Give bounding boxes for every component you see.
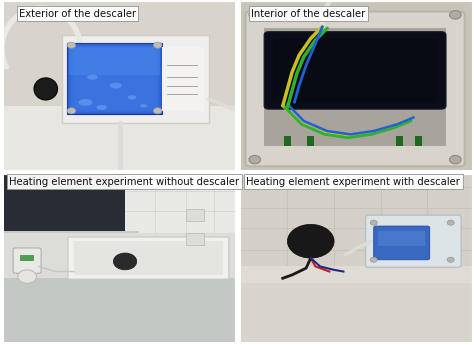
Bar <box>67 43 163 114</box>
FancyBboxPatch shape <box>264 32 446 109</box>
Bar <box>163 47 204 111</box>
Ellipse shape <box>109 82 122 89</box>
Text: Heating element experiment with descaler: Heating element experiment with descaler <box>246 177 460 187</box>
FancyBboxPatch shape <box>365 215 461 267</box>
Ellipse shape <box>78 99 92 106</box>
Bar <box>273 38 437 102</box>
Circle shape <box>67 108 76 114</box>
Bar <box>73 47 156 111</box>
Text: Heating element experiment without descaler: Heating element experiment without desca… <box>9 177 239 187</box>
Bar <box>241 174 474 272</box>
Bar <box>264 28 446 146</box>
Bar <box>4 278 237 342</box>
Bar <box>415 136 421 146</box>
Bar <box>74 48 155 110</box>
Bar <box>20 255 34 262</box>
Bar <box>4 233 237 278</box>
Bar <box>241 266 474 283</box>
Circle shape <box>249 11 261 19</box>
Bar <box>284 136 291 146</box>
Circle shape <box>249 156 261 164</box>
Ellipse shape <box>128 95 137 99</box>
Bar <box>378 231 425 246</box>
Ellipse shape <box>87 75 98 80</box>
Bar <box>69 47 160 76</box>
Bar <box>186 233 204 245</box>
Circle shape <box>449 156 461 164</box>
Bar <box>75 48 154 109</box>
Circle shape <box>449 11 461 19</box>
Bar <box>4 106 237 170</box>
Bar <box>69 45 160 113</box>
Bar <box>68 44 161 114</box>
Bar <box>186 209 204 221</box>
Circle shape <box>447 257 454 262</box>
FancyBboxPatch shape <box>374 226 430 260</box>
FancyBboxPatch shape <box>68 237 229 279</box>
Ellipse shape <box>140 104 147 107</box>
Ellipse shape <box>34 78 57 100</box>
Bar <box>307 136 314 146</box>
Circle shape <box>67 42 76 48</box>
Circle shape <box>18 270 36 283</box>
Circle shape <box>154 108 162 114</box>
Circle shape <box>113 253 137 270</box>
FancyBboxPatch shape <box>246 11 465 166</box>
Circle shape <box>370 257 377 262</box>
Circle shape <box>154 42 162 48</box>
Circle shape <box>287 224 334 258</box>
Text: Interior of the descaler: Interior of the descaler <box>251 9 365 19</box>
Bar <box>4 174 132 233</box>
Bar <box>4 231 139 238</box>
Polygon shape <box>62 35 209 122</box>
Ellipse shape <box>97 105 107 110</box>
Bar <box>70 46 159 112</box>
Text: Exterior of the descaler: Exterior of the descaler <box>19 9 136 19</box>
Bar <box>74 241 223 275</box>
Circle shape <box>370 220 377 225</box>
Polygon shape <box>67 43 163 114</box>
Circle shape <box>447 220 454 225</box>
Bar <box>72 46 158 111</box>
Bar <box>396 136 403 146</box>
Bar <box>241 278 474 342</box>
FancyBboxPatch shape <box>13 248 41 273</box>
Bar <box>125 174 237 278</box>
